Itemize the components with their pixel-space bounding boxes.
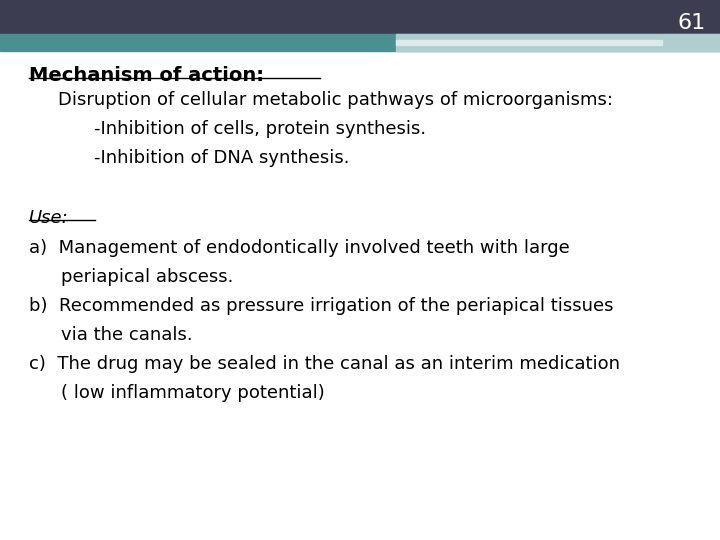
- Bar: [396, 34, 720, 51]
- Text: b)  Recommended as pressure irrigation of the periapical tissues: b) Recommended as pressure irrigation of…: [29, 297, 613, 315]
- Text: Mechanism of action:: Mechanism of action:: [29, 66, 264, 85]
- Text: -Inhibition of cells, protein synthesis.: -Inhibition of cells, protein synthesis.: [94, 120, 426, 138]
- Text: Disruption of cellular metabolic pathways of microorganisms:: Disruption of cellular metabolic pathway…: [58, 91, 613, 109]
- Text: via the canals.: via the canals.: [61, 326, 193, 344]
- Bar: [0, 0, 720, 35]
- Bar: [396, 40, 662, 45]
- Text: 61: 61: [678, 13, 706, 33]
- Text: periapical abscess.: periapical abscess.: [61, 268, 233, 286]
- Text: -Inhibition of DNA synthesis.: -Inhibition of DNA synthesis.: [94, 149, 349, 167]
- Text: Use:: Use:: [29, 209, 68, 227]
- Text: ( low inflammatory potential): ( low inflammatory potential): [61, 384, 325, 402]
- Text: c)  The drug may be sealed in the canal as an interim medication: c) The drug may be sealed in the canal a…: [29, 355, 620, 373]
- Text: a)  Management of endodontically involved teeth with large: a) Management of endodontically involved…: [29, 239, 570, 256]
- Bar: [0, 34, 720, 51]
